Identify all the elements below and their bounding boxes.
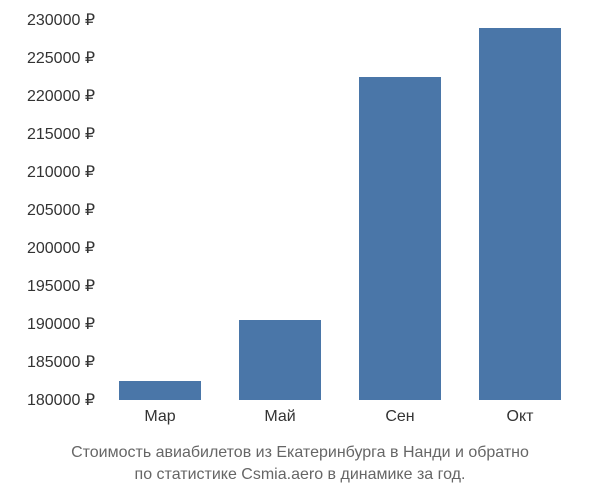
caption-line-2: по статистике Csmia.aero в динамике за г… [135, 466, 466, 483]
bar [119, 381, 201, 400]
caption-line-1: Стоимость авиабилетов из Екатеринбурга в… [71, 444, 529, 461]
x-tick-label: Окт [507, 408, 534, 426]
y-tick-label: 225000 ₽ [27, 48, 95, 68]
y-tick-label: 185000 ₽ [27, 352, 95, 372]
y-tick-label: 195000 ₽ [27, 276, 95, 296]
y-tick-label: 205000 ₽ [27, 200, 95, 220]
y-tick-label: 220000 ₽ [27, 86, 95, 106]
bar [479, 28, 561, 400]
y-tick-label: 200000 ₽ [27, 238, 95, 258]
y-tick-label: 230000 ₽ [27, 10, 95, 30]
bar [239, 320, 321, 400]
x-tick-label: Мар [144, 408, 175, 426]
y-tick-label: 190000 ₽ [27, 314, 95, 334]
y-tick-label: 210000 ₽ [27, 162, 95, 182]
bar [359, 77, 441, 400]
plot-area [100, 20, 580, 400]
chart-caption: Стоимость авиабилетов из Екатеринбурга в… [0, 442, 600, 487]
x-tick-label: Сен [385, 408, 414, 426]
y-tick-label: 180000 ₽ [27, 390, 95, 410]
y-tick-label: 215000 ₽ [27, 124, 95, 144]
x-tick-label: Май [264, 408, 295, 426]
